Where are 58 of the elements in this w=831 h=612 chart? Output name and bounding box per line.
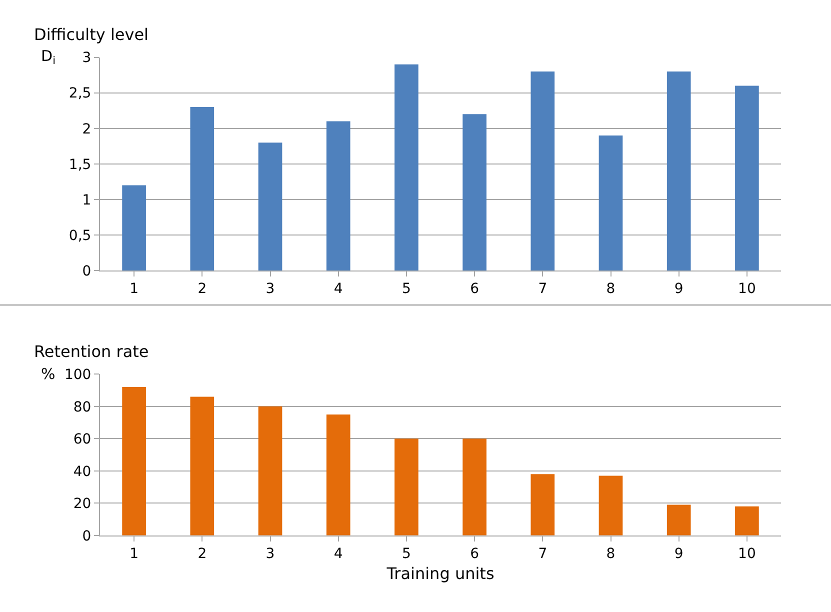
y-tick-label: 3: [82, 50, 92, 66]
y-tick-label: 0,5: [68, 228, 92, 244]
bar: [394, 64, 418, 270]
y-tick-label: 80: [73, 399, 92, 416]
x-tick-label: 9: [674, 546, 684, 562]
x-tick-label: 4: [334, 546, 343, 562]
y-tick-label: 60: [73, 432, 92, 448]
bar: [462, 114, 486, 270]
bar: [122, 387, 146, 536]
x-tick-label: 10: [738, 546, 756, 562]
y-tick-label: 1: [82, 192, 92, 208]
bar: [462, 438, 486, 536]
y-axis-title: D$_{i}$: [41, 47, 56, 68]
bar: [394, 438, 418, 536]
bar: [666, 504, 691, 536]
bar: [122, 185, 146, 270]
bar: [735, 86, 759, 270]
y-tick-label: 2: [82, 121, 92, 138]
bar: [326, 121, 350, 270]
y-tick-label: 0: [82, 528, 92, 544]
x-tick-label: 7: [538, 546, 548, 562]
x-tick-label: 1: [130, 281, 139, 298]
x-tick-label: 7: [538, 281, 548, 298]
x-tick-label: 2: [198, 546, 207, 562]
x-tick-label: 10: [738, 281, 756, 298]
bar: [530, 474, 555, 536]
chart-title: Difficulty level: [34, 25, 148, 44]
x-tick-label: 6: [470, 546, 480, 562]
x-tick-label: 8: [606, 546, 616, 562]
bar: [190, 107, 214, 270]
x-tick-label: 2: [198, 281, 207, 298]
bar: [530, 72, 555, 270]
bar: [326, 414, 350, 536]
x-tick-label: 5: [402, 281, 411, 298]
bar: [598, 476, 623, 536]
x-tick-label: 3: [266, 281, 275, 298]
y-tick-label: 2,5: [68, 86, 92, 102]
y-tick-label: 40: [73, 464, 92, 480]
x-tick-label: 5: [402, 546, 411, 562]
x-tick-label: 8: [606, 281, 616, 298]
chart-title: Retention rate: [34, 342, 149, 361]
x-tick-label: 4: [334, 281, 343, 298]
bar: [190, 396, 214, 536]
x-tick-label: 3: [266, 546, 275, 562]
bar: [258, 406, 282, 536]
x-tick-label: 9: [674, 281, 684, 298]
y-tick-label: 1,5: [68, 156, 92, 173]
bar: [258, 142, 282, 270]
x-tick-label: 1: [130, 546, 139, 562]
y-tick-label: 100: [64, 367, 92, 384]
bar: [598, 135, 623, 270]
y-tick-label: 20: [73, 496, 92, 512]
y-axis-title: %: [41, 365, 56, 383]
bar: [735, 506, 759, 536]
y-tick-label: 0: [82, 263, 92, 280]
x-axis-title: Training units: [386, 564, 494, 583]
bar: [666, 72, 691, 270]
x-tick-label: 6: [470, 281, 480, 298]
